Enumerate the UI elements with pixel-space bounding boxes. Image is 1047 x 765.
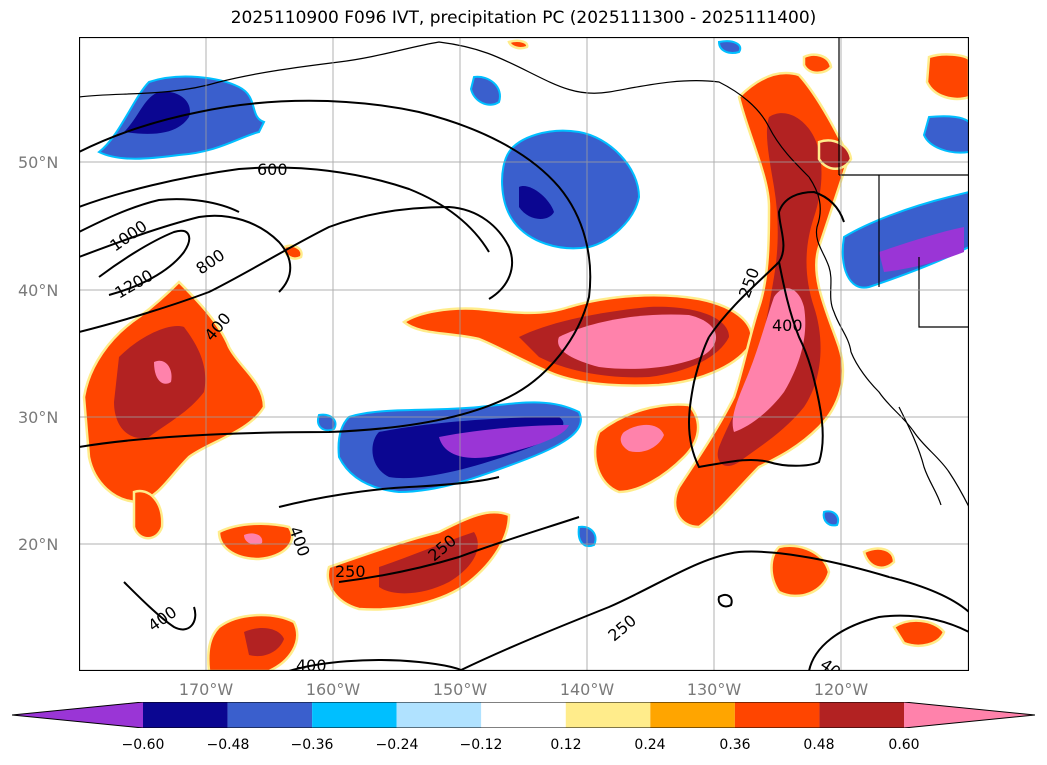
colorbar-segment bbox=[650, 702, 735, 728]
ivt-contour-400-east bbox=[688, 261, 824, 469]
pos-blob-north-coast bbox=[802, 53, 833, 74]
lon-label-130w: 130°W bbox=[686, 680, 742, 699]
contour-label-400-lower: 400 bbox=[817, 655, 853, 671]
colorbar-segments bbox=[12, 702, 1035, 728]
lon-label-170w: 170°W bbox=[178, 680, 234, 699]
neg-blob-small-5 bbox=[717, 40, 742, 54]
gridlines bbox=[79, 37, 969, 671]
pos-band-south-central-dark bbox=[379, 532, 478, 594]
colorbar-segment bbox=[819, 702, 904, 728]
ivt-contour-1000 bbox=[79, 198, 240, 233]
positive-anomaly-layer bbox=[82, 39, 969, 671]
pos-band-west-pacific-pink bbox=[154, 360, 172, 384]
contour-label-600: 600 bbox=[257, 160, 288, 179]
state-border-2 bbox=[918, 257, 969, 328]
contour-label-400-east: 400 bbox=[772, 316, 803, 335]
colorbar-tick: −0.12 bbox=[459, 737, 503, 753]
neg-band-subtropical-purple bbox=[439, 425, 569, 458]
ivt-contour-400-bottom bbox=[288, 659, 465, 671]
colorbar-tick: 0.48 bbox=[803, 737, 835, 753]
map-border bbox=[79, 37, 969, 671]
ivt-contour-250-east bbox=[708, 190, 845, 338]
ivt-contour-600 bbox=[79, 166, 490, 253]
bc-coastline bbox=[808, 176, 852, 353]
ivt-contour-small-loop bbox=[717, 594, 733, 608]
ivt-contour-400 bbox=[79, 205, 514, 333]
colorbar-tick: −0.60 bbox=[121, 737, 165, 753]
pos-blob-mid-bc bbox=[817, 139, 853, 170]
neg-blob-east-coast bbox=[841, 190, 969, 289]
colorbar-segment bbox=[227, 702, 313, 728]
neg-blob-northwest-core bbox=[124, 91, 190, 134]
pos-blob-far-east-3 bbox=[862, 547, 896, 569]
ivt-contour-250-outer bbox=[79, 99, 592, 448]
baja-coastline bbox=[898, 406, 942, 506]
coastlines bbox=[79, 37, 969, 508]
lat-label-30n: 30°N bbox=[18, 408, 59, 427]
colorbar-tick: −0.36 bbox=[290, 737, 334, 753]
contour-label-400-bottom: 400 bbox=[296, 656, 327, 671]
colorbar-tick: −0.48 bbox=[206, 737, 250, 753]
neg-blob-northeast bbox=[922, 115, 969, 154]
alaska-coastline bbox=[79, 41, 810, 178]
pos-blob-far-east-2 bbox=[892, 619, 946, 647]
colorbar-tick: −0.24 bbox=[375, 737, 419, 753]
us-west-coastline bbox=[850, 351, 969, 508]
contour-label-250-east: 250 bbox=[735, 265, 763, 300]
ivt-contour-400-lower-east bbox=[808, 614, 969, 671]
ivt-contour-250-south bbox=[338, 516, 580, 583]
neg-blob-north-central bbox=[501, 129, 641, 250]
colorbar-segment bbox=[481, 702, 566, 728]
ivt-contour-800 bbox=[79, 214, 292, 293]
pos-blob-hawaii-pink bbox=[244, 533, 263, 545]
contour-label-250-south: 250 bbox=[335, 562, 366, 581]
colorbar-segment bbox=[734, 702, 820, 728]
pos-ar-east-coast-pink bbox=[732, 288, 806, 432]
ivt-contour-400-south bbox=[278, 476, 500, 508]
colorbar-segment bbox=[12, 702, 143, 728]
map-title: 2025110900 F096 IVT, precipitation PC (2… bbox=[230, 8, 817, 28]
contour-label-800: 800 bbox=[192, 245, 228, 278]
contour-label-400-south: 400 bbox=[285, 524, 313, 559]
lon-label-150w: 150°W bbox=[432, 680, 488, 699]
contour-label-250-lower: 250 bbox=[604, 611, 640, 645]
neg-blob-north-central-core bbox=[519, 186, 554, 219]
pos-band-central-pink bbox=[558, 314, 716, 369]
pos-blob-ne-corner bbox=[925, 53, 969, 101]
ivt-contour-250-lower bbox=[458, 550, 969, 671]
lat-label-40n: 40°N bbox=[18, 281, 59, 300]
pos-blob-southeast-pink bbox=[620, 424, 664, 453]
colorbar-tick: 0.36 bbox=[719, 737, 751, 753]
neg-blob-small-3 bbox=[317, 413, 337, 432]
colorbar-tick: 0.60 bbox=[888, 737, 920, 753]
map-panel: 600 1000 800 1200 400 250 400 400 250 25… bbox=[79, 37, 969, 671]
colorbar-tick: 0.24 bbox=[634, 737, 666, 753]
pos-blob-south-low-dark bbox=[244, 627, 284, 657]
colorbar-segment bbox=[565, 702, 651, 728]
neg-blob-east-coast-purple bbox=[879, 227, 964, 272]
lon-label-140w: 140°W bbox=[559, 680, 615, 699]
ivt-contours bbox=[79, 99, 969, 671]
pos-ar-east-coast-dark bbox=[717, 113, 822, 467]
colorbar-segment bbox=[904, 702, 1035, 728]
neg-blob-small-4 bbox=[822, 510, 840, 527]
colorbar-segment bbox=[396, 702, 482, 728]
colorbar bbox=[12, 702, 1035, 728]
colorbar-segment bbox=[143, 702, 228, 728]
pos-blob-small-2 bbox=[507, 39, 529, 50]
negative-anomaly-layer bbox=[97, 40, 969, 547]
contour-label-1000: 1000 bbox=[106, 216, 150, 255]
neg-blob-small-1 bbox=[469, 75, 501, 106]
pos-blob-west-low bbox=[132, 489, 164, 540]
lat-label-20n: 20°N bbox=[18, 535, 59, 554]
lat-label-50n: 50°N bbox=[18, 153, 59, 172]
lon-label-160w: 160°W bbox=[305, 680, 361, 699]
pos-band-west-pacific-dark bbox=[114, 326, 206, 438]
lon-label-120w: 120°W bbox=[813, 680, 869, 699]
colorbar-segment bbox=[312, 702, 397, 728]
contour-label-1200: 1200 bbox=[112, 266, 157, 303]
ivt-contour-400-sw bbox=[123, 581, 197, 631]
ivt-contour-1200 bbox=[98, 229, 191, 296]
colorbar-tick: 0.12 bbox=[550, 737, 582, 753]
